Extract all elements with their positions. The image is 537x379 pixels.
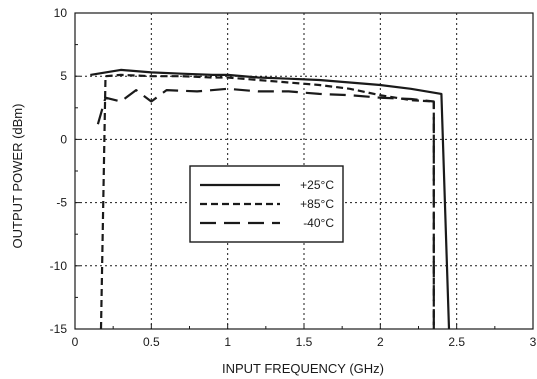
x-tick-label: 2.5	[448, 335, 465, 349]
legend-label-3: -40°C	[303, 216, 334, 230]
x-tick-label: 2	[377, 335, 384, 349]
legend-label-1: +25°C	[300, 178, 334, 192]
y-tick-label: 0	[60, 132, 67, 146]
x-tick-label: 0	[72, 335, 79, 349]
series-line-1	[90, 68, 451, 330]
y-tick-label: 10	[54, 6, 68, 20]
y-tick-label: -15	[50, 322, 68, 336]
x-tick-label: 1.5	[296, 335, 313, 349]
y-tick-label: 5	[60, 69, 67, 83]
series-line-3	[96, 87, 435, 329]
x-tick-label: 1	[224, 335, 231, 349]
y-tick-label: -5	[56, 196, 67, 210]
series-layer	[90, 68, 451, 330]
ticks-layer: 0 0.5 1 1.5 2 2.5 3 -15 -10 -5 0 5 10	[50, 6, 537, 349]
y-axis-title: OUTPUT POWER (dBm)	[10, 104, 25, 249]
x-axis-title: INPUT FREQUENCY (GHz)	[222, 361, 384, 376]
y-tick-label: -10	[50, 259, 68, 273]
legend-label-2: +85°C	[300, 197, 334, 211]
series-line-2	[99, 73, 435, 330]
x-tick-label: 3	[530, 335, 537, 349]
legend: +25°C +85°C -40°C	[189, 165, 344, 243]
x-tick-label: 0.5	[143, 335, 160, 349]
